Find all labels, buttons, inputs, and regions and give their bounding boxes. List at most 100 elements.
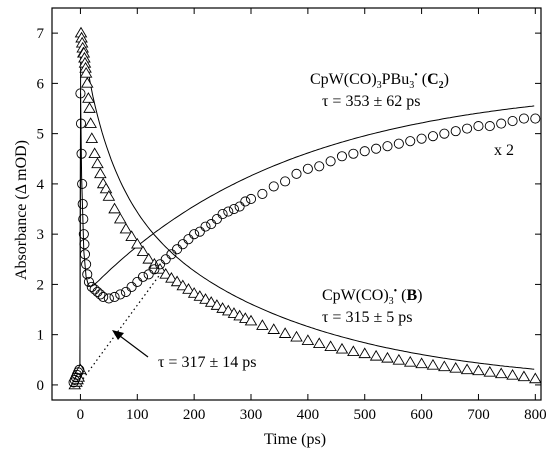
data-point-b [82,92,95,103]
data-point-c2 [89,284,100,295]
data-point-b [483,365,497,377]
data-point-c2 [257,188,268,199]
x-tick-label: 200 [183,407,206,423]
c2-label-sub: 3 [377,80,382,91]
data-point-c2 [462,123,473,134]
rise-tau-label: τ = 317 ± 14 ps [158,354,256,371]
data-point-b [426,358,440,370]
data-point-b [193,290,207,301]
data-point-c2 [291,168,302,179]
data-point-c2 [166,249,177,260]
data-point-c2 [302,163,313,174]
data-point-c2 [382,141,393,152]
data-point-b [119,222,133,234]
data-point-b [91,157,104,169]
c2-label-sup: • [414,70,418,81]
data-point-c2 [234,201,245,212]
data-point-b [176,279,190,291]
y-tick-label: 6 [37,76,45,92]
plot-frame [51,7,542,401]
b-label-text: CpW(CO) [322,287,389,304]
data-point-b [335,342,349,354]
data-point-b [88,147,101,159]
data-point-b [312,337,326,349]
data-point-c2 [450,126,461,137]
x-tick-label: 100 [126,407,149,423]
data-point-c2 [183,234,194,245]
data-point-c2 [78,214,89,225]
x-tick-label: 0 [77,407,85,423]
rise-annotation: τ = 317 ± 14 ps [112,330,256,371]
data-point-b [125,230,138,241]
series-label-c2: CpW(CO)3PBu3• (C2) τ = 353 ± 62 ps [310,70,449,110]
y-tick-label: 5 [37,127,45,143]
series-label-b: CpW(CO)3• (B) τ = 315 ± 5 ps [322,286,423,326]
data-point-c2 [78,229,89,240]
rise-arrowhead [112,330,124,340]
b-label-sub: 3 [389,296,394,307]
data-point-c2 [86,281,97,292]
data-point-c2 [427,131,439,142]
data-point-c2 [95,289,106,300]
y-tick-label: 4 [37,177,45,193]
y-tick-label: 2 [37,277,45,293]
data-point-b [94,167,107,179]
data-point-b [84,117,97,128]
y-axis-label: Absorbance (Δ mOD) [13,140,30,280]
data-point-c2 [149,264,160,275]
data-point-c2 [530,113,541,124]
data-point-b [108,202,121,214]
data-point-c2 [416,133,427,144]
x-axis-label: Time (ps) [264,431,326,448]
data-point-c2 [217,209,228,220]
data-point-c2 [83,276,95,287]
data-point-c2 [81,259,92,270]
data-point-b [136,245,150,257]
data-point-c2 [79,249,91,260]
x-tick-label: 500 [353,407,376,423]
data-point-c2 [211,214,222,225]
y-tick-label: 3 [37,227,45,243]
data-point-b [381,351,394,363]
svg-text:CpW(CO)3PBu3• (C2): CpW(CO)3PBu3• (C2) [310,70,449,91]
data-point-b [182,283,195,294]
data-point-b [80,76,94,88]
c2-label-bold: C [427,71,439,88]
x-tick-label: 300 [240,407,263,423]
data-point-b [301,334,315,345]
data-point-b [199,293,212,304]
data-point-b [187,287,201,298]
data-point-c2 [177,239,188,250]
data-point-b [204,296,218,307]
data-point-b [244,314,258,326]
data-point-c2 [132,276,143,287]
c2-tau: τ = 353 ± 62 ps [322,93,420,110]
x-tick-label: 700 [467,407,490,423]
data-point-c2 [496,118,507,129]
data-point-c2 [484,121,495,132]
data-point-c2 [103,293,114,304]
data-point-b [159,267,173,279]
data-point-b [472,364,485,376]
data-point-c2 [115,289,126,300]
data-point-c2 [348,148,359,159]
data-point-b [358,347,372,359]
rise-extrapolation [79,274,161,383]
data-point-b [113,212,127,224]
data-point-c2 [393,138,404,149]
data-point-c2 [154,259,166,270]
data-point-c2 [405,136,416,147]
data-point-b [449,361,462,373]
data-point-b [494,367,508,379]
data-point-c2 [518,113,529,124]
svg-text:CpW(CO)3• (B): CpW(CO)3• (B) [322,286,423,307]
data-point-c2 [77,178,88,189]
data-point-c2 [79,239,90,250]
data-point-b [85,132,99,143]
data-point-b [83,102,96,113]
axes: 0 100 200 300 400 500 600 700 800 0 1 2 3 4 5 6 7 [37,7,546,423]
data-point-c2 [371,143,382,154]
data-point-b [438,360,451,372]
data-point-c2 [280,176,291,187]
